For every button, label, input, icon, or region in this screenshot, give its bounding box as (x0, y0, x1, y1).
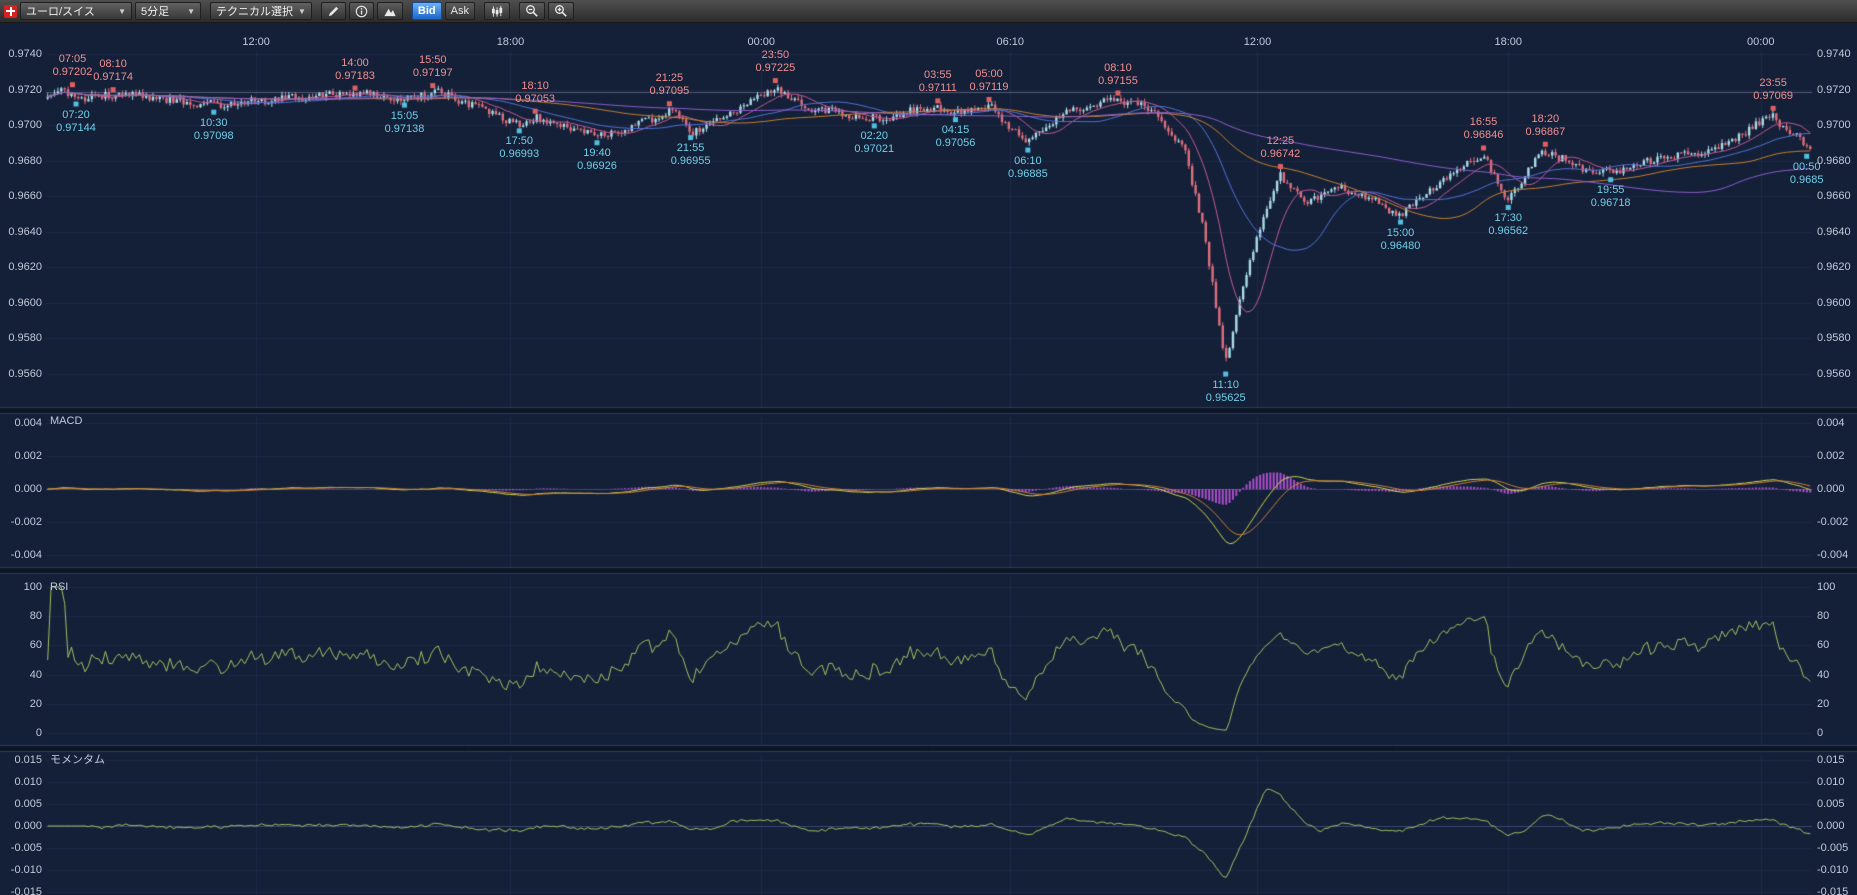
pair-select[interactable]: ユーロ/スイス ▼ (20, 2, 132, 20)
toolbar: ユーロ/スイス ▼ 5分足 ▼ テクニカル選択 ▼ Bid Ask (0, 0, 1857, 23)
zoom-out-button[interactable] (519, 2, 545, 20)
chevron-down-icon: ▼ (118, 6, 126, 16)
chevron-down-icon: ▼ (187, 6, 195, 16)
pair-select-label: ユーロ/スイス (26, 6, 95, 18)
info-button[interactable] (348, 2, 374, 20)
technical-select[interactable]: テクニカル選択 ▼ (210, 2, 312, 20)
info-icon (355, 5, 368, 17)
zoom-in-button[interactable] (548, 2, 574, 20)
technical-select-label: テクニカル選択 (216, 6, 293, 18)
bid-button[interactable]: Bid (411, 2, 442, 20)
chevron-down-icon: ▼ (298, 6, 306, 16)
area-chart-button[interactable] (376, 2, 403, 20)
zoom-in-icon (555, 5, 567, 17)
swiss-flag-icon (4, 4, 17, 18)
timeframe-select[interactable]: 5分足 ▼ (135, 2, 201, 20)
zoom-out-icon (526, 5, 538, 17)
candlestick-icon (491, 5, 503, 17)
pencil-icon (328, 6, 339, 16)
timeframe-select-label: 5分足 (141, 6, 170, 18)
chart-canvas[interactable] (0, 23, 1857, 895)
draw-button[interactable] (320, 2, 346, 20)
ask-button[interactable]: Ask (444, 2, 475, 20)
mountain-chart-icon (384, 8, 396, 16)
candlestick-button[interactable] (484, 2, 510, 20)
